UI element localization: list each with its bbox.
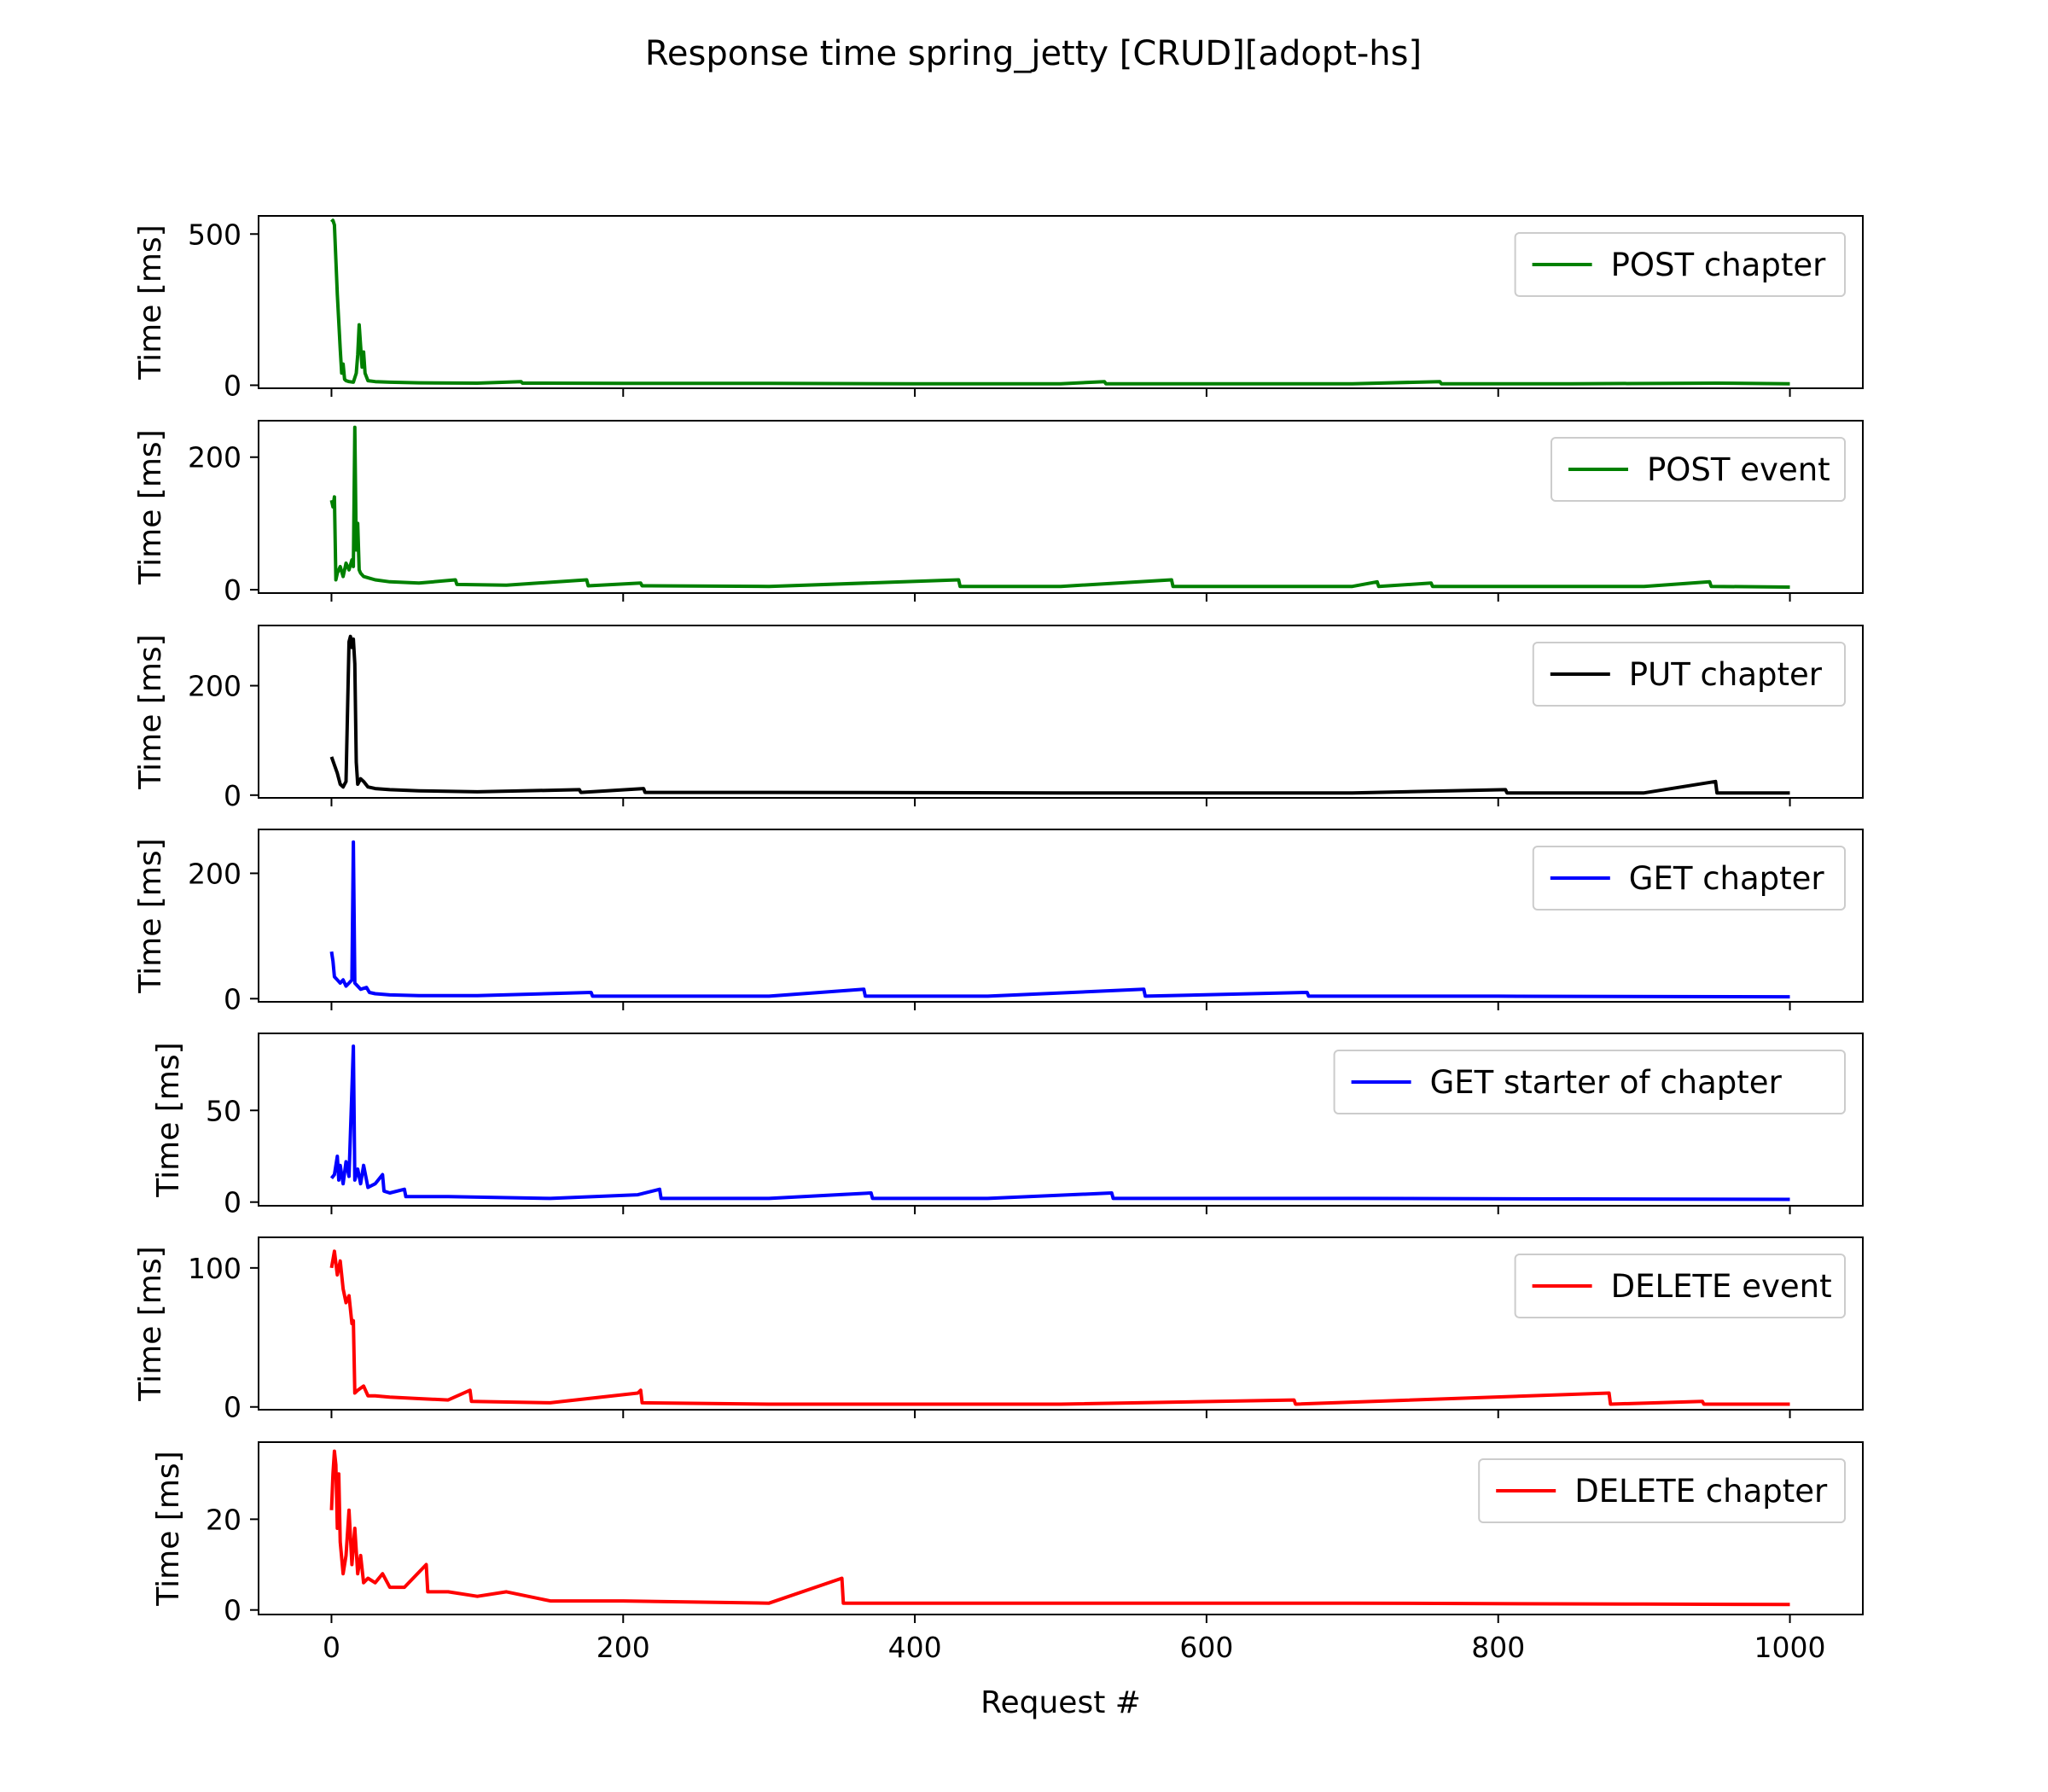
legend-label: POST event xyxy=(1647,451,1830,488)
legend: PUT chapter xyxy=(1532,642,1847,707)
y-tick-label: 200 xyxy=(188,670,241,703)
y-tick-label: 500 xyxy=(188,218,241,251)
x-tick-label: 0 xyxy=(323,1631,340,1664)
y-tick-label: 0 xyxy=(224,779,241,812)
subplot-1: 0 500 Time [ms] POST chapter xyxy=(133,215,1864,402)
legend-box xyxy=(1478,1458,1846,1523)
legend-box xyxy=(1532,846,1847,911)
y-tick-label: 100 xyxy=(188,1252,241,1285)
legend-label: DELETE event xyxy=(1611,1268,1832,1305)
series-line xyxy=(329,425,1790,589)
subplot-3: 0 200 Time [ms] PUT chapter xyxy=(133,625,1864,812)
series-line xyxy=(329,1249,1790,1406)
y-axis-label: Time [ms] xyxy=(151,1042,186,1197)
y-axis-label: Time [ms] xyxy=(133,634,168,789)
legend-label: POST chapter xyxy=(1611,247,1827,283)
y-tick-label: 0 xyxy=(224,1391,241,1424)
axes-frame xyxy=(258,1033,1864,1207)
series-line xyxy=(330,218,1790,386)
legend-box xyxy=(1551,437,1846,502)
axes-frame xyxy=(258,420,1864,594)
subplot-4: 0 200 Time [ms] GET chapter xyxy=(133,829,1864,1015)
legend: GET starter of chapter xyxy=(1333,1050,1846,1114)
y-axis-label: Time [ms] xyxy=(133,224,168,380)
subplot-6: 0 100 Time [ms] DELETE event xyxy=(133,1236,1864,1424)
y-tick-label: 0 xyxy=(224,982,241,1015)
series-line xyxy=(329,1449,1790,1607)
series-line xyxy=(329,634,1790,795)
y-axis-label: Time [ms] xyxy=(133,429,168,585)
x-tick-label: 200 xyxy=(596,1631,650,1664)
y-axis-label: Time [ms] xyxy=(151,1451,186,1606)
y-tick-label: 50 xyxy=(206,1094,241,1127)
axes-frame xyxy=(258,625,1864,799)
series-line xyxy=(329,840,1790,999)
y-tick-label: 0 xyxy=(224,573,241,607)
legend-label: GET chapter xyxy=(1629,860,1825,897)
y-tick-label: 0 xyxy=(224,1186,241,1219)
legend: DELETE event xyxy=(1514,1254,1846,1318)
chart-title: Response time spring_jetty [CRUD][adopt-… xyxy=(645,34,1422,73)
subplot-5: 0 50 Time [ms] GET starter of chapter xyxy=(151,1033,1864,1219)
axes-frame xyxy=(258,1441,1864,1615)
axes-frame xyxy=(258,215,1864,389)
legend: DELETE chapter xyxy=(1478,1458,1846,1523)
subplot-7: 0 200 400 600 800 1000 0 20 Time [ms] DELETE chap… xyxy=(151,1441,1864,1664)
y-tick-label: 0 xyxy=(224,1594,241,1627)
y-tick-label: 200 xyxy=(188,857,241,890)
x-tick-label: 400 xyxy=(888,1631,942,1664)
legend: POST event xyxy=(1551,437,1846,502)
y-tick-label: 20 xyxy=(206,1503,241,1536)
legend-label: PUT chapter xyxy=(1629,656,1823,693)
legend-label: GET starter of chapter xyxy=(1430,1064,1783,1101)
legend-box xyxy=(1514,232,1846,297)
legend-box xyxy=(1514,1254,1846,1318)
x-tick-label: 1000 xyxy=(1754,1631,1826,1664)
legend-box xyxy=(1333,1050,1846,1114)
y-axis-label: Time [ms] xyxy=(133,1246,168,1401)
axes-frame xyxy=(258,1236,1864,1411)
legend: POST chapter xyxy=(1514,232,1846,297)
x-axis-label: Request # xyxy=(980,1685,1141,1720)
x-tick-label: 800 xyxy=(1471,1631,1525,1664)
subplot-2: 0 200 Time [ms] POST event xyxy=(133,420,1864,607)
x-tick-label: 600 xyxy=(1179,1631,1233,1664)
legend-label: DELETE chapter xyxy=(1574,1473,1828,1510)
y-axis-label: Time [ms] xyxy=(133,838,168,993)
legend: GET chapter xyxy=(1532,846,1847,911)
series-line xyxy=(329,1044,1790,1201)
y-tick-label: 200 xyxy=(188,441,241,474)
axes-frame xyxy=(258,829,1864,1003)
legend-box xyxy=(1532,642,1847,707)
y-tick-label: 0 xyxy=(224,369,241,402)
